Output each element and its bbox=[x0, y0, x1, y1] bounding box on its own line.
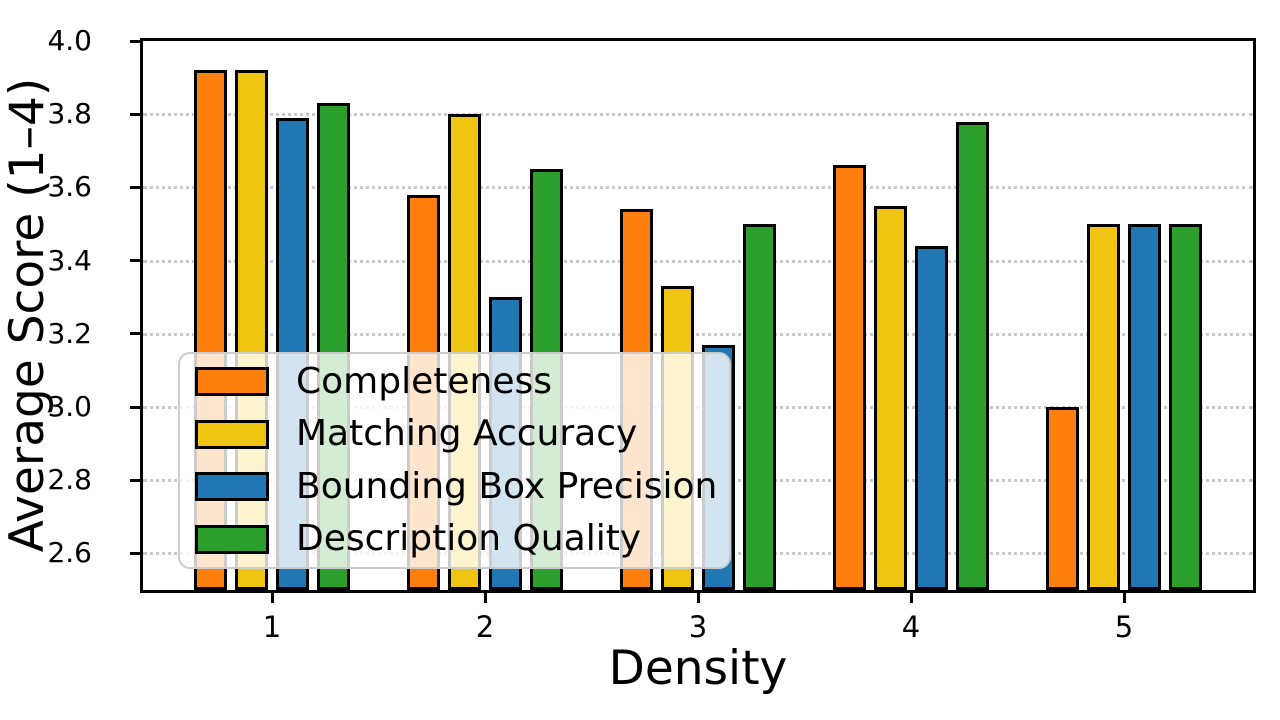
legend-label: Bounding Box Precision bbox=[296, 465, 718, 507]
legend-label: Description Quality bbox=[296, 518, 642, 560]
x-tick-label: 5 bbox=[1114, 610, 1134, 644]
y-tick-label: 3.8 bbox=[47, 97, 92, 131]
y-tick-mark bbox=[130, 259, 140, 263]
legend-swatch-matching-accuracy bbox=[195, 419, 269, 449]
legend-swatch-bounding-box-precision bbox=[195, 472, 269, 502]
legend-row: Description Quality bbox=[195, 514, 729, 564]
x-tick-mark bbox=[909, 593, 913, 603]
y-tick-mark bbox=[130, 112, 140, 116]
x-tick-label: 3 bbox=[688, 610, 708, 644]
legend-label: Matching Accuracy bbox=[296, 413, 638, 455]
y-tick-label: 4.0 bbox=[47, 24, 92, 57]
legend-swatch-completeness bbox=[195, 367, 269, 397]
legend-label: Completeness bbox=[296, 360, 552, 402]
y-tick-label: 2.6 bbox=[47, 536, 92, 570]
legend-swatch-description-quality bbox=[195, 524, 269, 554]
bar-description-quality-density-4 bbox=[956, 121, 989, 590]
y-tick-mark bbox=[130, 332, 140, 336]
y-tick-label: 3.6 bbox=[47, 170, 92, 204]
bar-description-quality-density-5 bbox=[1169, 224, 1202, 590]
bar-completeness-density-4 bbox=[833, 165, 866, 590]
gridline bbox=[143, 259, 1253, 263]
x-tick-mark bbox=[483, 593, 487, 603]
y-tick-mark bbox=[130, 405, 140, 409]
gridline bbox=[143, 113, 1253, 117]
y-tick-mark bbox=[130, 478, 140, 482]
y-tick-mark bbox=[130, 551, 140, 555]
bar-matching-accuracy-density-4 bbox=[874, 205, 907, 590]
x-tick-mark bbox=[270, 593, 274, 603]
gridline bbox=[143, 186, 1253, 190]
y-tick-mark bbox=[130, 185, 140, 189]
bar-bounding-box-precision-density-4 bbox=[915, 245, 948, 590]
x-tick-mark bbox=[1122, 593, 1126, 603]
legend: Completeness Matching Accuracy Bounding Bo… bbox=[178, 352, 731, 569]
y-tick-label: 3.4 bbox=[47, 243, 92, 277]
bar-description-quality-density-3 bbox=[743, 224, 776, 590]
x-tick-label: 1 bbox=[262, 610, 282, 644]
bar-bounding-box-precision-density-5 bbox=[1128, 224, 1161, 590]
bar-completeness-density-5 bbox=[1046, 407, 1079, 590]
gridline bbox=[143, 332, 1253, 336]
legend-row: Matching Accuracy bbox=[195, 409, 729, 459]
x-tick-label: 2 bbox=[475, 610, 495, 644]
bar-matching-accuracy-density-5 bbox=[1087, 224, 1120, 590]
plot-area: Completeness Matching Accuracy Bounding Bo… bbox=[47, 27, 1256, 642]
y-axis-label: Average Score (1–4) bbox=[0, 77, 55, 553]
x-tick-mark bbox=[696, 593, 700, 603]
x-tick-label: 4 bbox=[901, 610, 921, 644]
x-axis-label: Density bbox=[608, 641, 788, 696]
y-tick-mark bbox=[130, 39, 140, 43]
y-tick-label: 3.0 bbox=[47, 390, 92, 423]
y-tick-label: 2.8 bbox=[47, 463, 92, 497]
legend-row: Bounding Box Precision bbox=[195, 462, 729, 512]
y-tick-label: 3.2 bbox=[47, 316, 92, 350]
legend-row: Completeness bbox=[195, 357, 729, 407]
